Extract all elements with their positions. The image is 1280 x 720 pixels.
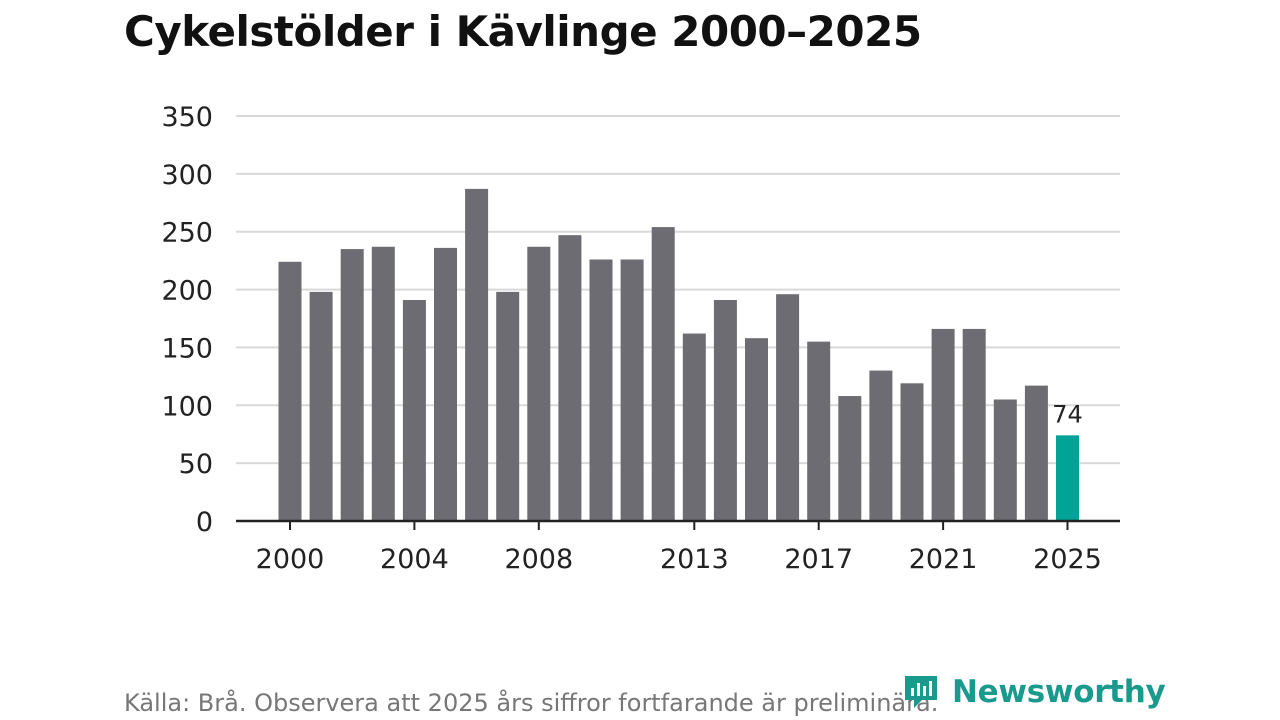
bar-2013 [682, 333, 706, 521]
bar-2007 [496, 291, 520, 521]
bar-2003 [371, 246, 395, 521]
x-tick-label: 2017 [784, 544, 853, 575]
x-tick-label: 2021 [909, 544, 978, 575]
bar-2015 [745, 338, 768, 521]
bar-2002 [340, 249, 364, 522]
grid-lines [236, 115, 1120, 465]
x-tick-label: 2004 [380, 544, 449, 575]
brand-logo: Newsworthy [902, 670, 1166, 714]
bar-2009 [558, 235, 582, 521]
data-label-2025: 74 [1052, 400, 1083, 428]
bar-2022 [962, 328, 986, 521]
x-axis-tick-labels: 2000 2004 2008 2013 2017 2021 2025 [256, 544, 1102, 575]
bar-2000 [278, 261, 302, 521]
x-tick-label: 2013 [660, 544, 729, 575]
y-tick-label: 250 [161, 218, 213, 249]
newsworthy-logo-icon [905, 676, 937, 708]
bars [278, 188, 1079, 522]
y-tick-label: 0 [196, 507, 213, 538]
bar-2005 [434, 247, 457, 521]
y-tick-label: 100 [161, 391, 213, 422]
y-axis-tick-labels: 0 50 100 150 200 250 300 350 [161, 102, 213, 538]
y-tick-label: 50 [179, 449, 213, 480]
bar-2025 [1056, 435, 1079, 521]
bar-2011 [620, 259, 644, 521]
bar-2012 [651, 227, 675, 522]
bar-2016 [776, 294, 800, 521]
x-tick-label: 2000 [256, 544, 325, 575]
y-tick-label: 200 [161, 276, 213, 307]
bar-2020 [900, 383, 924, 521]
x-axis [236, 519, 1120, 530]
bar-2006 [465, 188, 489, 521]
bar-2018 [838, 396, 862, 521]
bar-2010 [589, 259, 613, 521]
bar-2019 [869, 370, 893, 521]
y-tick-label: 350 [161, 102, 213, 133]
bar-2023 [993, 399, 1017, 521]
bar-2001 [309, 291, 333, 521]
bar-2017 [807, 341, 831, 521]
y-tick-label: 150 [161, 333, 213, 364]
y-tick-label: 300 [161, 160, 213, 191]
bar-2024 [1024, 385, 1048, 521]
data-labels: 74 [1052, 400, 1083, 428]
bar-2008 [527, 246, 551, 521]
bar-2014 [713, 299, 737, 521]
source-note: Källa: Brå. Observera att 2025 års siffr… [124, 689, 939, 717]
x-tick-label: 2008 [504, 544, 573, 575]
bar-2004 [402, 299, 426, 521]
x-tick-label: 2025 [1033, 544, 1102, 575]
chart-title: Cykelstölder i Kävlinge 2000–2025 [124, 7, 922, 56]
bar-2021 [931, 328, 955, 521]
brand-name: Newsworthy [952, 674, 1166, 710]
